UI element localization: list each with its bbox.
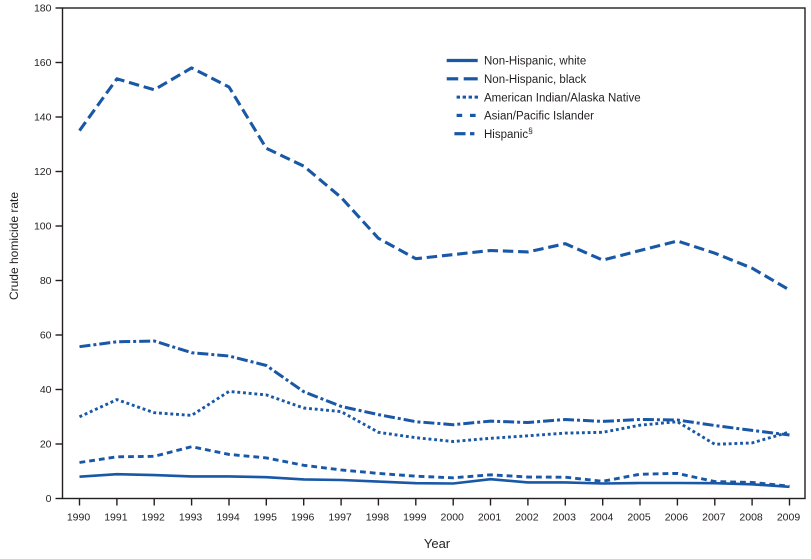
svg-text:Hispanic§: Hispanic§ [484,125,533,141]
svg-text:2001: 2001 [478,512,502,524]
svg-text:100: 100 [34,221,52,233]
svg-text:2009: 2009 [777,512,801,524]
svg-text:Asian/Pacific Islander: Asian/Pacific Islander [484,111,594,123]
svg-text:Year: Year [424,536,451,551]
svg-text:2000: 2000 [441,512,465,524]
svg-text:1999: 1999 [403,512,427,524]
svg-text:Non-Hispanic, white: Non-Hispanic, white [484,56,586,68]
svg-text:120: 120 [34,166,52,178]
svg-text:2005: 2005 [627,512,651,524]
svg-text:1996: 1996 [291,512,315,524]
svg-text:1998: 1998 [366,512,390,524]
svg-text:180: 180 [34,3,52,15]
svg-text:American Indian/Alaska Native: American Indian/Alaska Native [484,92,641,104]
svg-text:1993: 1993 [179,512,203,524]
svg-text:2006: 2006 [665,512,689,524]
svg-text:20: 20 [40,439,52,451]
svg-text:Non-Hispanic, black: Non-Hispanic, black [484,74,587,86]
svg-text:1992: 1992 [142,512,166,524]
svg-text:80: 80 [40,275,52,287]
svg-text:40: 40 [40,384,52,396]
svg-text:Crude homicide rate: Crude homicide rate [7,192,21,300]
svg-text:2004: 2004 [590,512,614,524]
svg-text:0: 0 [46,493,52,505]
svg-text:2003: 2003 [553,512,577,524]
svg-text:140: 140 [34,112,52,124]
svg-text:1991: 1991 [104,512,128,524]
svg-text:1990: 1990 [67,512,91,524]
svg-text:60: 60 [40,330,52,342]
svg-text:2002: 2002 [515,512,539,524]
svg-text:160: 160 [34,57,52,69]
svg-text:1995: 1995 [254,512,278,524]
svg-text:2007: 2007 [702,512,726,524]
svg-text:2008: 2008 [739,512,763,524]
svg-text:1997: 1997 [328,512,352,524]
svg-text:1994: 1994 [216,512,240,524]
